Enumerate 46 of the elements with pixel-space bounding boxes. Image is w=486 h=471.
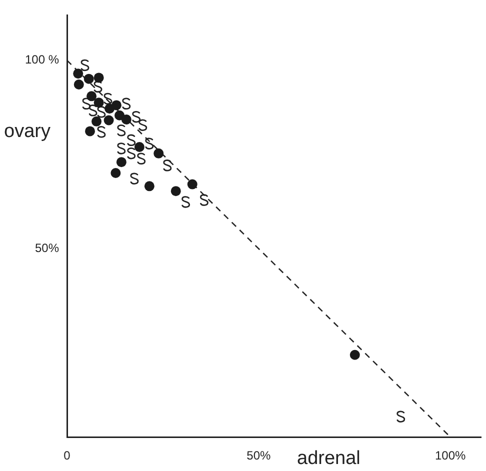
point — [104, 115, 114, 126]
point — [73, 68, 84, 79]
point — [127, 134, 136, 146]
point — [86, 91, 97, 102]
point — [154, 148, 164, 158]
point — [144, 181, 154, 192]
point — [74, 79, 84, 90]
point — [97, 126, 106, 138]
point — [130, 172, 139, 184]
y-axis-title: ovary — [4, 121, 51, 142]
point — [137, 152, 146, 164]
point — [163, 160, 172, 172]
point — [92, 116, 102, 126]
point — [116, 157, 126, 168]
point — [187, 179, 198, 190]
x-tick-label: 50% — [246, 448, 271, 463]
point — [97, 106, 106, 118]
point — [104, 92, 112, 105]
point — [80, 59, 90, 72]
y-tick-label: 100 % — [24, 52, 60, 67]
point — [94, 98, 104, 108]
point — [94, 80, 102, 93]
point — [145, 138, 154, 150]
point — [132, 111, 141, 123]
point — [94, 72, 104, 83]
x-tick-label: 0 — [64, 448, 71, 463]
point — [117, 142, 126, 154]
point — [85, 126, 95, 136]
point — [82, 98, 91, 110]
point — [170, 186, 181, 196]
point — [117, 124, 126, 136]
point — [127, 148, 136, 160]
x-axis-title: adrenal — [297, 448, 360, 470]
point — [122, 98, 131, 110]
point — [134, 142, 144, 152]
point — [182, 196, 190, 208]
point — [111, 100, 122, 110]
point — [84, 74, 94, 84]
point — [88, 104, 98, 116]
point — [138, 119, 148, 131]
x-tick-label: 100% — [434, 448, 466, 463]
point — [350, 350, 360, 360]
point — [110, 168, 121, 178]
point — [121, 114, 132, 125]
point — [200, 194, 208, 206]
point — [396, 410, 406, 422]
